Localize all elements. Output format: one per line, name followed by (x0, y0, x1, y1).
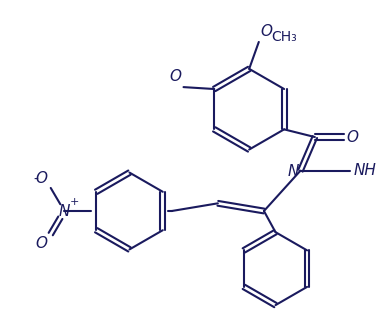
Text: N: N (288, 164, 299, 179)
Text: O: O (261, 24, 273, 39)
Text: O: O (169, 69, 182, 84)
Text: -: - (33, 173, 38, 187)
Text: N: N (58, 203, 70, 218)
Text: +: + (70, 197, 79, 207)
Text: CH₃: CH₃ (271, 30, 297, 44)
Text: O: O (346, 130, 359, 145)
Text: O: O (36, 171, 48, 186)
Text: NH: NH (353, 163, 376, 178)
Text: O: O (36, 236, 48, 251)
